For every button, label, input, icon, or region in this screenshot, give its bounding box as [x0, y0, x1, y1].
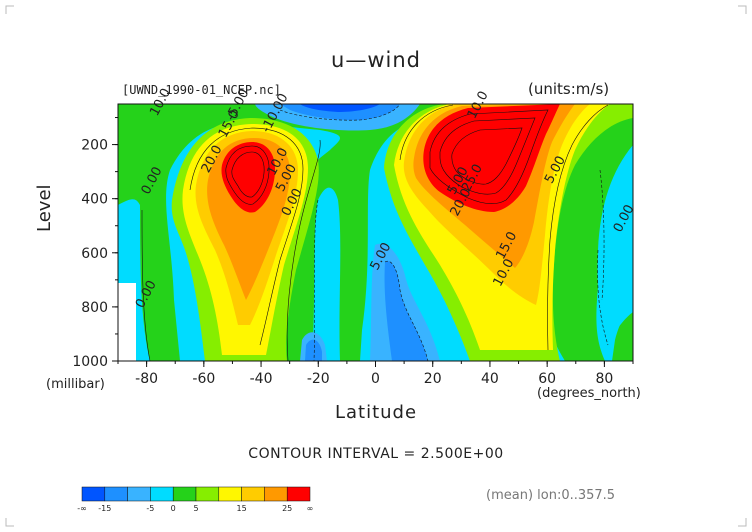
contour-lines	[141, 104, 609, 362]
x-tick-label: -60	[192, 371, 215, 387]
y-axis-ticks: 200 400 600 800 1000	[72, 117, 118, 370]
mean-range-label: (mean) lon:0..357.5	[486, 488, 616, 503]
field-blue	[305, 339, 322, 361]
y-tick-label: 1000	[72, 354, 108, 370]
x-axis-label: Latitude	[334, 402, 418, 423]
colorbar-swatch	[218, 486, 242, 502]
colorbar-swatch	[127, 486, 151, 502]
field-cyan	[597, 145, 633, 345]
corner-mark	[738, 5, 747, 14]
y-tick-label: 200	[81, 138, 108, 154]
x-tick-label: 60	[538, 371, 556, 387]
units-label: (units:m/s)	[528, 80, 610, 98]
x-tick-label: 20	[424, 371, 442, 387]
x-axis-units: (degrees_north)	[537, 386, 641, 401]
colorbar-tick-label: -∞	[77, 504, 87, 513]
y-axis-units: (millibar)	[46, 377, 105, 392]
colorbar-swatch	[195, 486, 220, 502]
corner-mark	[5, 518, 14, 527]
colorbar-tick-label: -15	[98, 504, 111, 513]
x-tick-label: -80	[135, 371, 158, 387]
colorbar-swatch	[150, 486, 174, 502]
y-tick-label: 600	[81, 246, 108, 262]
colorbar-swatch	[81, 486, 106, 502]
x-tick-label: 80	[595, 371, 613, 387]
x-tick-label: -40	[250, 371, 273, 387]
negative-contour-lines	[279, 103, 609, 362]
missing-data-patch	[118, 283, 136, 361]
colorbar-swatch	[241, 486, 265, 502]
colorbar-tick-label: 25	[282, 504, 292, 513]
x-tick-label: -20	[307, 371, 330, 387]
x-tick-label: 0	[371, 371, 380, 387]
corner-mark	[738, 518, 747, 527]
y-tick-label: 400	[81, 192, 108, 208]
y-tick-label: 800	[81, 300, 108, 316]
colorbar-tick-label: 0	[171, 504, 176, 513]
field-darkblue	[300, 104, 380, 112]
file-name-label: [UWND_1990-01_NCEP.nc]	[122, 83, 281, 97]
chart-title: u—wind	[331, 48, 421, 72]
colorbar-swatch	[104, 486, 128, 502]
x-axis-ticks: -80 -60 -40 -20 0 20 40 60 80	[117, 361, 634, 387]
colorbar: -∞ -15 -5 0 5 15 25 ∞	[77, 486, 314, 513]
contour-interval-label: CONTOUR INTERVAL = 2.500E+00	[248, 446, 504, 462]
field-red	[423, 104, 560, 212]
field-blue	[384, 261, 428, 361]
colorbar-swatch	[286, 486, 311, 502]
colorbar-tick-label: 15	[237, 504, 247, 513]
colorbar-tick-label: 5	[193, 504, 198, 513]
colorbar-swatch	[264, 486, 288, 502]
colorbar-swatch	[172, 486, 197, 502]
x-tick-label: 40	[481, 371, 499, 387]
colorbar-tick-label: -5	[146, 504, 154, 513]
corner-mark	[5, 5, 14, 14]
colorbar-tick-label: ∞	[307, 504, 314, 513]
